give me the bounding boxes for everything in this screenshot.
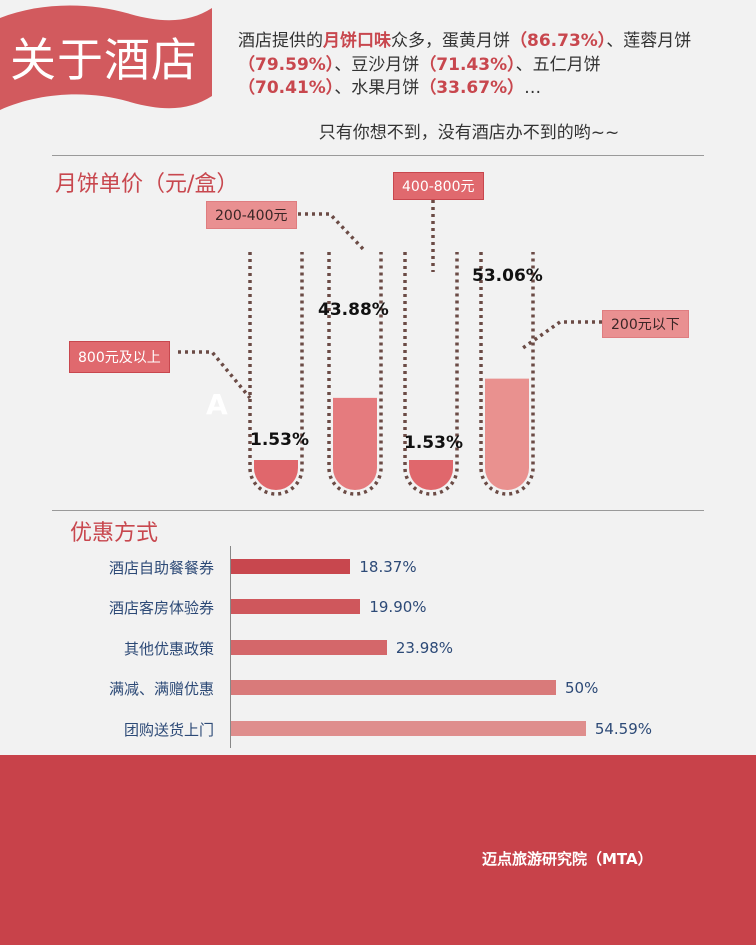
footer-source: 迈点旅游研究院（MTA） — [482, 850, 653, 868]
callout-200-below: 200元以下 — [602, 310, 689, 338]
callout-800-above: 800元及以上 — [69, 341, 170, 373]
bar-value-room: 19.90% — [369, 598, 427, 616]
decor-letter: A — [206, 388, 228, 421]
divider-top — [52, 155, 704, 156]
tube-2-fill — [333, 397, 377, 490]
divider-middle — [52, 510, 704, 511]
tube-3-fill — [409, 460, 453, 490]
callout-200-400: 200-400元 — [206, 201, 297, 229]
bar-value-buffet: 18.37% — [359, 558, 417, 576]
bar-buffet — [231, 559, 351, 574]
tube-1-fill — [254, 460, 298, 490]
discount-section-title: 优惠方式 — [70, 521, 159, 546]
callout-400-800: 400-800元 — [393, 172, 484, 200]
tube-1-value-label: 1.53% — [250, 430, 309, 450]
bar-delivery — [231, 721, 586, 736]
tube-4-value-label: 53.06% — [472, 266, 543, 286]
bar-label-buffet: 酒店自助餐餐券 — [108, 559, 214, 577]
bar-other — [231, 640, 387, 655]
leader-200-below — [518, 320, 602, 352]
bar-label-other: 其他优惠政策 — [123, 640, 214, 658]
tube-4-fill — [485, 378, 529, 490]
bar-value-delivery: 54.59% — [594, 720, 653, 738]
bar-label-delivery: 团购送货上门 — [123, 721, 214, 739]
tube-4-outline — [479, 252, 535, 496]
title-banner — [0, 5, 212, 111]
tube-1-outline — [248, 252, 304, 496]
page-title: 关于酒店 — [10, 33, 198, 87]
intro-paragraph: 酒店提供的月饼口味众多，蛋黄月饼（86.73%）、莲蓉月饼（79.59%）、豆沙… — [238, 31, 692, 98]
footer-band — [0, 755, 756, 945]
bar-discount — [231, 680, 556, 695]
bar-chart-axis — [230, 546, 231, 748]
intro-subline: 只有你想不到，没有酒店办不到的哟~~ — [318, 123, 620, 143]
tube-3-value-label: 1.53% — [404, 433, 463, 453]
price-section-title: 月饼单价（元/盒） — [55, 172, 239, 197]
bar-value-other: 23.98% — [395, 639, 454, 657]
bar-value-discount: 50% — [565, 679, 599, 697]
bar-room — [231, 599, 361, 614]
tube-2-value-label: 43.88% — [318, 300, 389, 320]
bar-label-room: 酒店客房体验券 — [108, 599, 214, 617]
tube-3-outline — [403, 252, 459, 496]
price-tube-chart — [178, 200, 602, 496]
bar-label-discount: 满减、满赠优惠 — [108, 680, 214, 698]
leader-200-400 — [298, 212, 366, 252]
tube-2-outline — [327, 252, 383, 496]
